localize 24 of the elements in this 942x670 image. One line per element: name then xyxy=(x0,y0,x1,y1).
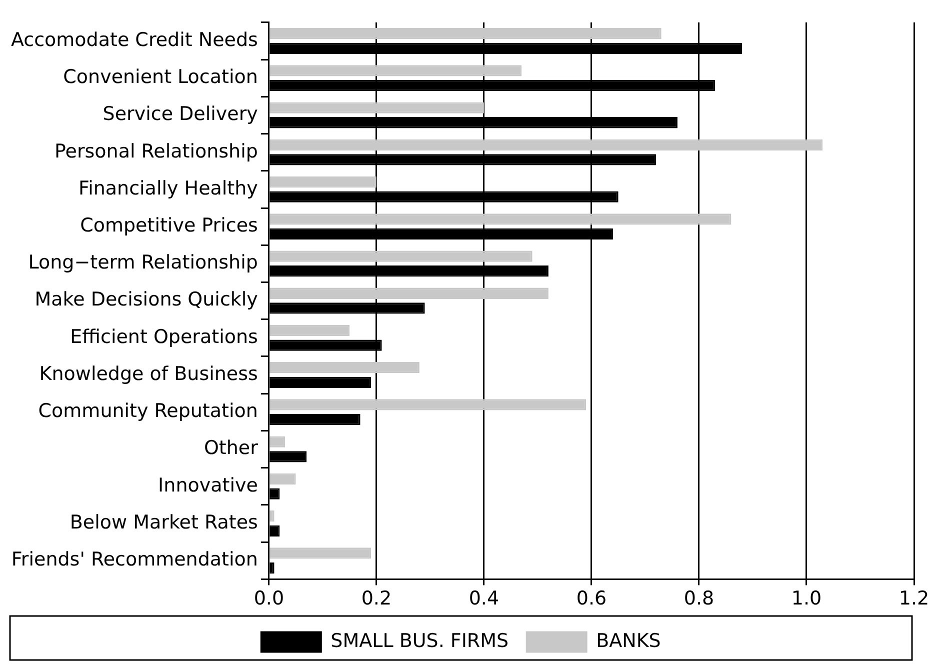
y-tick-label: Make Decisions Quickly xyxy=(34,288,258,311)
y-tick-label: Accomodate Credit Needs xyxy=(10,28,258,51)
x-tick-label: 0.6 xyxy=(576,588,607,610)
y-tick-label: Other xyxy=(204,437,258,460)
y-tick-label: Financially Healthy xyxy=(78,177,258,200)
y-tick-label: Innovative xyxy=(158,474,258,496)
x-tick-label: 0.0 xyxy=(254,588,284,610)
x-tick-label: 1.2 xyxy=(898,588,930,610)
y-tick-label: Long−term Relationship xyxy=(28,252,258,274)
x-tick-label: 0.4 xyxy=(468,588,500,610)
x-tick-label: 0.2 xyxy=(361,588,392,610)
y-tick-label: Personal Relationship xyxy=(54,140,258,162)
y-tick-label: Competitive Prices xyxy=(80,214,258,236)
y-tick-label: Below Market Rates xyxy=(70,511,258,534)
y-tick-label: Convenient Location xyxy=(63,66,258,88)
legend-label: BANKS xyxy=(596,630,661,652)
y-tick-label: Community Reputation xyxy=(38,400,258,422)
y-tick-label: Knowledge of Business xyxy=(39,362,258,385)
x-tick-label: 0.8 xyxy=(684,588,714,610)
legend-label: SMALL BUS. FIRMS xyxy=(330,630,509,652)
x-tick-label: 1.0 xyxy=(791,588,822,610)
y-tick-label: Service Delivery xyxy=(102,103,258,126)
y-tick-label: Efficient Operations xyxy=(70,326,258,348)
y-tick-label: Friends' Recommendation xyxy=(11,548,258,571)
